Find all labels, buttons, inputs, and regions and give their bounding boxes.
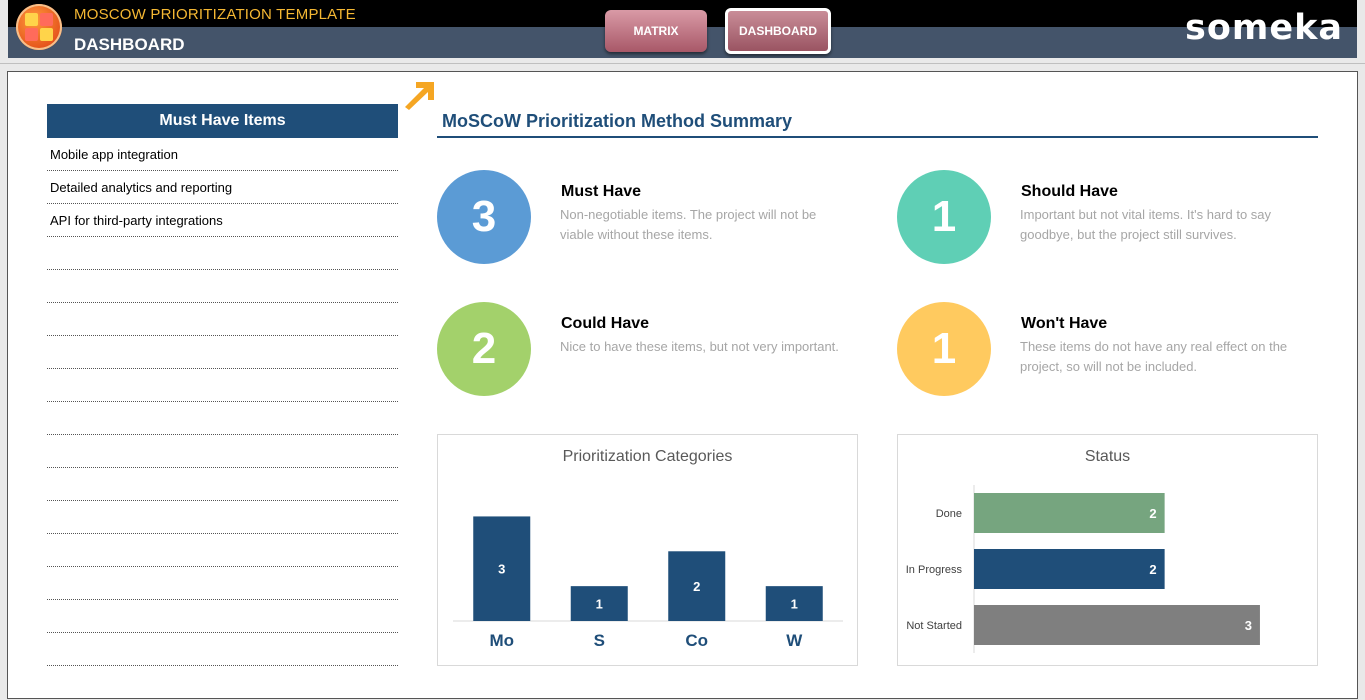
- categories-bar-label: 2: [693, 579, 700, 594]
- categories-bar-label: 3: [498, 562, 505, 577]
- must-have-item: [47, 468, 398, 501]
- must-have-item: [47, 270, 398, 303]
- status-bar-label: 3: [1245, 618, 1252, 633]
- status-chart-title: Status: [1084, 448, 1131, 465]
- could-have-title: Could Have: [561, 315, 650, 332]
- categories-tick-label: S: [594, 631, 605, 650]
- must-have-item: [47, 501, 398, 534]
- must-have-item: [47, 435, 398, 468]
- could-have-desc: Nice to have these items, but not very i…: [560, 339, 839, 354]
- could-have-count: 2: [437, 302, 531, 396]
- status-chart-plot: 2 Done 2 In Progress 3 Not Started: [906, 485, 1260, 653]
- status-bar-label: 2: [1149, 506, 1156, 521]
- must-have-item: API for third-party integrations: [47, 204, 398, 237]
- status-tick-label: Not Started: [906, 620, 962, 632]
- status-chart: Status 2 Done 2 In Progress 3 Not Started: [897, 434, 1318, 666]
- must-have-item: [47, 303, 398, 336]
- header-divider: [0, 63, 1365, 64]
- status-bar: [974, 549, 1165, 589]
- categories-bar: [570, 586, 628, 621]
- must-have-item: [47, 237, 398, 270]
- status-bar: [974, 493, 1165, 533]
- wont-have-count: 1: [897, 302, 991, 396]
- status-bar: [974, 605, 1260, 645]
- status-tick-label: Done: [936, 508, 962, 520]
- categories-chart: Prioritization Categories 3 Mo 1 S 2 Co 1 W: [437, 434, 858, 666]
- should-have-title: Should Have: [1021, 183, 1118, 200]
- must-have-item: [47, 633, 398, 666]
- categories-bar-label: 1: [596, 597, 603, 612]
- categories-bar: [765, 586, 823, 621]
- must-have-item: Detailed analytics and reporting: [47, 171, 398, 204]
- page-title: DASHBOARD: [74, 35, 185, 54]
- categories-bar: [668, 551, 726, 621]
- status-bar-label: 2: [1149, 562, 1156, 577]
- categories-chart-title: Prioritization Categories: [562, 448, 733, 465]
- app-logo-icon: [16, 4, 62, 50]
- must-have-item: [47, 567, 398, 600]
- categories-bar: [473, 516, 531, 621]
- must-have-list: Must Have Items Mobile app integration De…: [47, 104, 398, 666]
- wont-have-title: Won't Have: [1021, 315, 1108, 332]
- should-have-count: 1: [897, 170, 991, 264]
- brand-logo: someka: [1185, 8, 1343, 48]
- categories-tick-label: Mo: [489, 631, 514, 650]
- categories-tick-label: W: [786, 631, 803, 650]
- status-tick-label: In Progress: [906, 564, 963, 576]
- must-have-desc: Non-negotiable items. The project will n…: [560, 207, 817, 242]
- should-have-desc: Important but not vital items. It's hard…: [1020, 207, 1272, 242]
- summary-divider: [437, 136, 1318, 138]
- dashboard-button[interactable]: DASHBOARD: [725, 8, 831, 54]
- matrix-button[interactable]: MATRIX: [605, 10, 707, 52]
- must-have-item: Mobile app integration: [47, 138, 398, 171]
- must-have-item: [47, 402, 398, 435]
- wont-have-desc: These items do not have any real effect …: [1020, 339, 1288, 374]
- must-have-count: 3: [437, 170, 531, 264]
- arrow-icon: [405, 82, 434, 110]
- categories-tick-label: Co: [685, 631, 708, 650]
- categories-bar-label: 1: [791, 597, 798, 612]
- must-have-item: [47, 600, 398, 633]
- header-bar: MOSCOW PRIORITIZATION TEMPLATE DASHBOARD…: [8, 0, 1357, 58]
- must-have-item: [47, 369, 398, 402]
- categories-chart-plot: 3 Mo 1 S 2 Co 1 W: [453, 516, 843, 650]
- must-have-title: Must Have: [561, 183, 642, 200]
- must-have-list-title: Must Have Items: [47, 104, 398, 138]
- must-have-item: [47, 534, 398, 567]
- must-have-item: [47, 336, 398, 369]
- app-title: MOSCOW PRIORITIZATION TEMPLATE: [74, 6, 356, 23]
- summary-title: MoSCoW Prioritization Method Summary: [442, 111, 793, 131]
